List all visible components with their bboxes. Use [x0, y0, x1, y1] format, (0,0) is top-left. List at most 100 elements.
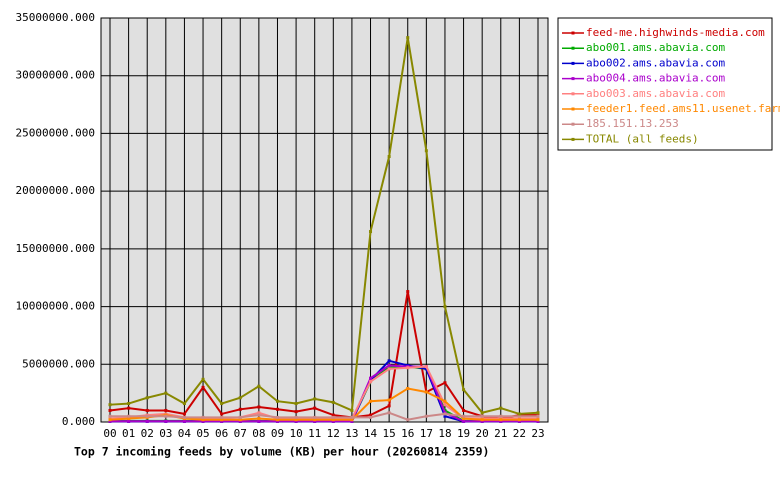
data-point	[257, 384, 261, 388]
data-point	[257, 405, 261, 409]
data-point	[201, 418, 205, 422]
data-point	[331, 413, 335, 417]
data-point	[313, 406, 317, 410]
data-point	[275, 407, 279, 411]
data-point	[480, 414, 484, 418]
x-tick-label: 15	[383, 427, 396, 440]
legend-label: abo004.ams.abavia.com	[586, 72, 725, 85]
y-tick-label: 30000000.000	[16, 69, 95, 82]
y-tick-label: 35000000.000	[16, 11, 95, 24]
data-point	[387, 359, 391, 363]
data-point	[145, 414, 149, 418]
data-point	[145, 408, 149, 412]
data-point	[350, 408, 354, 412]
data-point	[313, 397, 317, 401]
legend-label: abo001.ams.abavia.com	[586, 41, 725, 54]
data-point	[424, 390, 428, 394]
x-tick-label: 19	[457, 427, 470, 440]
data-point	[220, 402, 224, 406]
data-point	[164, 419, 168, 423]
data-point	[406, 418, 410, 422]
data-point	[517, 418, 521, 422]
x-tick-label: 17	[420, 427, 433, 440]
data-point	[499, 419, 503, 423]
data-point	[536, 414, 540, 418]
data-point	[145, 419, 149, 423]
legend-marker	[571, 31, 575, 35]
legend-marker	[571, 107, 575, 111]
data-point	[443, 305, 447, 309]
data-point	[108, 403, 112, 407]
data-point	[275, 419, 279, 423]
data-point	[182, 402, 186, 406]
data-point	[387, 363, 391, 367]
x-tick-label: 10	[289, 427, 302, 440]
data-point	[145, 396, 149, 400]
data-point	[182, 412, 186, 416]
data-point	[480, 418, 484, 422]
data-point	[127, 402, 131, 406]
data-point	[238, 418, 242, 422]
data-point	[387, 155, 391, 159]
x-tick-label: 13	[345, 427, 358, 440]
legend-marker	[571, 61, 575, 65]
series-line	[109, 37, 539, 415]
data-point	[238, 419, 242, 423]
x-tick-label: 05	[196, 427, 209, 440]
series-line	[110, 364, 538, 423]
x-tick-label: 00	[103, 427, 116, 440]
data-point	[201, 377, 205, 381]
data-point	[517, 412, 521, 416]
data-point	[313, 415, 317, 419]
data-point	[294, 402, 298, 406]
series-line	[109, 291, 538, 420]
data-point	[331, 419, 335, 423]
data-point	[462, 414, 466, 418]
data-point	[201, 415, 205, 419]
data-point	[369, 399, 373, 403]
data-point	[220, 419, 224, 423]
y-tick-label: 0.000	[62, 415, 95, 428]
data-point	[369, 380, 373, 384]
legend-box	[557, 17, 773, 151]
data-point	[220, 415, 224, 419]
data-point	[108, 408, 112, 412]
y-tick-label: 25000000.000	[16, 126, 95, 139]
data-point	[313, 419, 317, 423]
data-point	[443, 399, 447, 403]
x-tick-label: 14	[364, 427, 378, 440]
data-point	[294, 419, 298, 423]
data-point	[517, 419, 521, 423]
x-tick-label: 16	[401, 427, 414, 440]
y-tick-label: 10000000.000	[16, 300, 95, 313]
legend-marker	[571, 137, 575, 141]
data-point	[424, 365, 428, 369]
legend-label: feed-me.highwinds-media.com	[586, 26, 765, 39]
data-point	[127, 419, 131, 423]
legend-label: 185.151.13.253	[586, 117, 679, 130]
data-point	[499, 418, 503, 422]
data-point	[536, 419, 540, 423]
legend-label: abo003.ams.abavia.com	[586, 87, 725, 100]
data-point	[350, 419, 354, 423]
data-point	[536, 418, 540, 422]
data-point	[350, 415, 354, 419]
legend-marker	[571, 122, 575, 126]
data-point	[257, 413, 261, 417]
data-point	[443, 412, 447, 416]
data-point	[257, 417, 261, 421]
legend-label: abo002.ams.abavia.com	[586, 56, 725, 69]
data-point	[369, 230, 373, 234]
series-line	[110, 411, 538, 421]
x-tick-label: 04	[178, 427, 192, 440]
x-tick-label: 11	[308, 427, 321, 440]
x-tick-label: 03	[159, 427, 172, 440]
data-point	[443, 414, 447, 418]
data-point	[275, 415, 279, 419]
chart-title: Top 7 incoming feeds by volume (KB) per …	[74, 445, 489, 459]
legend-label: TOTAL (all feeds)	[586, 132, 699, 145]
data-point	[424, 414, 428, 418]
data-point	[499, 414, 503, 418]
data-point	[406, 387, 410, 391]
